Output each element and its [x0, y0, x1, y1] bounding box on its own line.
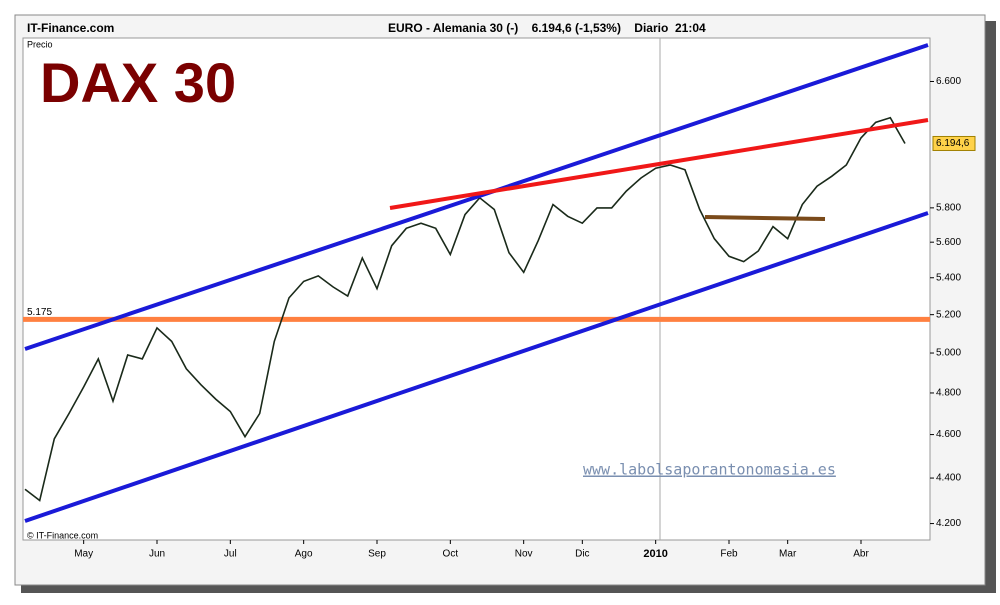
- x-tick-label: Ago: [295, 549, 313, 560]
- level-label: 5.175: [27, 307, 52, 318]
- y-tick-label: 5.000: [936, 348, 961, 359]
- x-tick-label: Oct: [443, 549, 459, 560]
- x-tick-label: Feb: [720, 549, 738, 560]
- y-tick-label: 4.800: [936, 388, 961, 399]
- x-tick-label: Sep: [368, 549, 386, 560]
- site-name: IT-Finance.com: [27, 21, 114, 35]
- x-tick-label: Jul: [224, 549, 237, 560]
- last-price-tag: [932, 135, 976, 151]
- x-tick-label: 2010: [643, 548, 667, 560]
- chart-header: EURO - Alemania 30 (-) 6.194,6 (-1,53%) …: [388, 21, 706, 35]
- lower-channel: [24, 211, 929, 523]
- y-tick-label: 4.600: [936, 429, 961, 440]
- y-tick-label: 5.800: [936, 202, 961, 213]
- upper-channel: [24, 43, 929, 351]
- watermark: www.labolsaporantonomasia.es: [583, 461, 836, 479]
- x-tick-label: Mar: [779, 549, 797, 560]
- y-tick-label: 5.400: [936, 272, 961, 283]
- x-tick-label: Dic: [575, 549, 589, 560]
- copyright: © IT-Finance.com: [27, 530, 98, 540]
- y-tick-label: 5.600: [936, 237, 961, 248]
- chart-title: DAX 30: [40, 51, 236, 114]
- x-tick-label: May: [74, 549, 93, 560]
- y-label: Precio: [27, 39, 53, 49]
- marks: [23, 116, 930, 502]
- y-tick-label: 4.400: [936, 473, 961, 484]
- y-tick-label: 4.200: [936, 518, 961, 529]
- y-tick-label: 5.200: [936, 309, 961, 320]
- last-price-label: 6.194,6: [936, 138, 970, 149]
- resistance-line: [389, 118, 929, 210]
- support-line: [704, 215, 826, 221]
- x-tick-label: Jun: [149, 549, 165, 560]
- x-tick-label: Nov: [515, 549, 533, 560]
- y-tick-label: 6.600: [936, 76, 961, 87]
- plot-area: [22, 37, 931, 541]
- x-tick-label: Abr: [853, 549, 869, 560]
- price-line: [24, 116, 906, 502]
